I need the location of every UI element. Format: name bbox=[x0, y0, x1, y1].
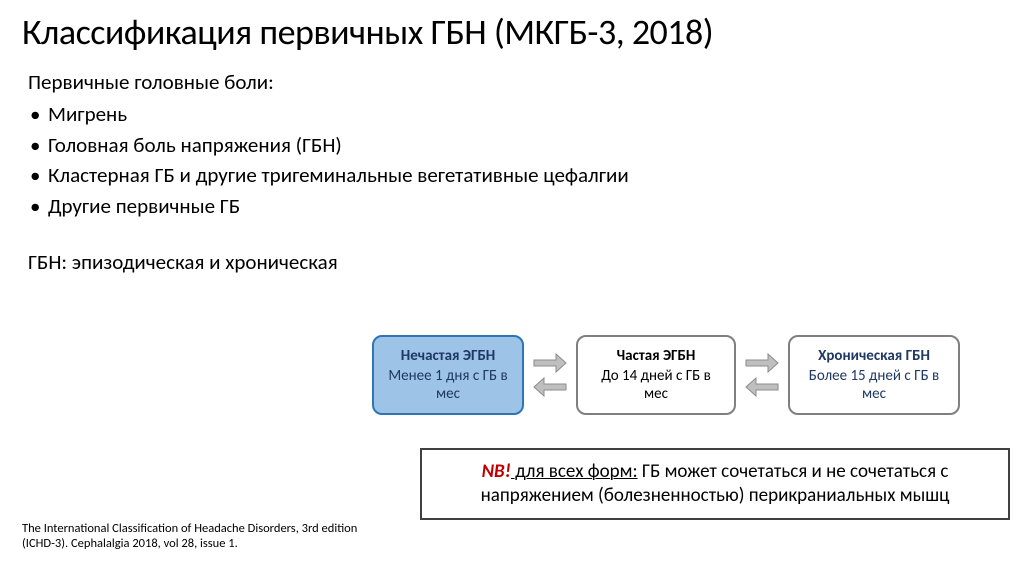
bullet-list: Мигрень Головная боль напряжения (ГБН) К… bbox=[28, 99, 1002, 221]
arrow-pair-icon bbox=[532, 352, 568, 398]
list-item: Головная боль напряжения (ГБН) bbox=[28, 130, 1002, 160]
slide: Классификация первичных ГБН (МКГБ-3, 201… bbox=[0, 0, 1024, 574]
citation-line: (ICHD-3). Cephalalgia 2018, vol 28, issu… bbox=[22, 536, 238, 551]
page-title: Классификация первичных ГБН (МКГБ-3, 201… bbox=[22, 12, 1002, 53]
nb-lead: для всех форм: bbox=[511, 460, 638, 483]
list-item: Другие первичные ГБ bbox=[28, 191, 1002, 221]
flow-box-frequent: Частая ЭГБН До 14 дней с ГБ в мес bbox=[576, 335, 736, 415]
subheader: ГБН: эпизодическая и хроническая bbox=[28, 249, 1002, 275]
flow-box-sub: До 14 дней с ГБ в мес bbox=[588, 367, 724, 403]
flow-box-title: Нечастая ЭГБН bbox=[401, 347, 496, 365]
list-header: Первичные головные боли: bbox=[28, 69, 1002, 95]
list-item: Кластерная ГБ и другие тригеминальные ве… bbox=[28, 160, 1002, 190]
flow-box-title: Частая ЭГБН bbox=[617, 347, 696, 365]
nb-label: NB! bbox=[482, 460, 511, 483]
flow-box-chronic: Хроническая ГБН Более 15 дней с ГБ в мес bbox=[788, 335, 960, 415]
flow-box-sub: Более 15 дней с ГБ в мес bbox=[800, 367, 948, 403]
arrow-pair-icon bbox=[744, 352, 780, 398]
flow-box-title: Хроническая ГБН bbox=[818, 347, 930, 365]
flow-box-sub: Менее 1 дня с ГБ в мес bbox=[384, 367, 512, 403]
citation: The International Classification of Head… bbox=[22, 521, 357, 552]
nb-callout: NB! для всех форм: ГБ может сочетаться и… bbox=[420, 448, 1010, 520]
flow-diagram: Нечастая ЭГБН Менее 1 дня с ГБ в мес Час… bbox=[372, 335, 960, 415]
flow-box-infrequent: Нечастая ЭГБН Менее 1 дня с ГБ в мес bbox=[372, 335, 524, 415]
list-item: Мигрень bbox=[28, 99, 1002, 129]
citation-line: The International Classification of Head… bbox=[22, 521, 357, 536]
